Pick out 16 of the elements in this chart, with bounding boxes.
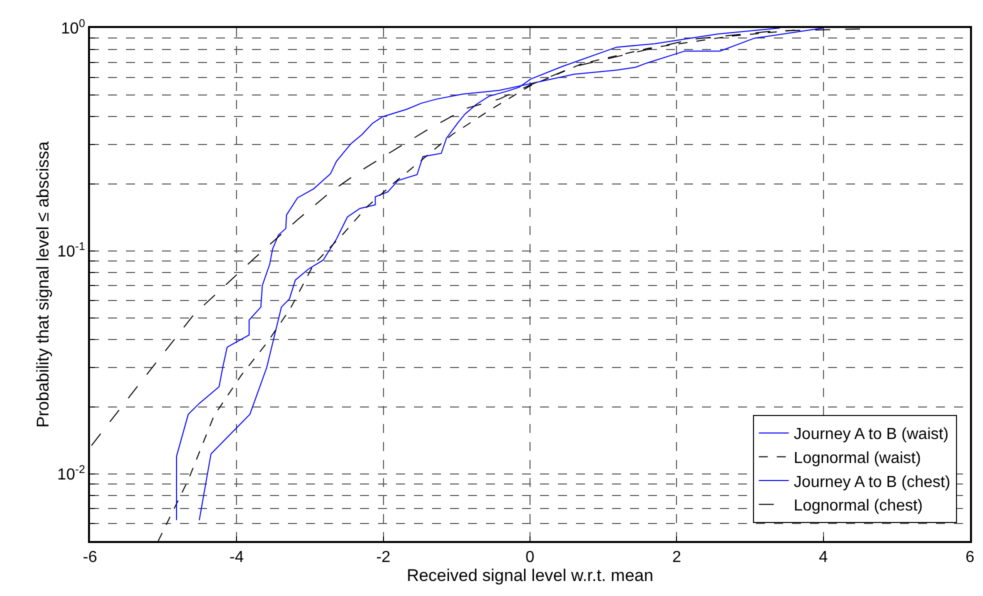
- x-tick-label: 2: [672, 548, 682, 566]
- y-tick-label: 10$^{-2}$: [57, 464, 86, 484]
- legend-label: Lognormal (chest): [794, 498, 923, 515]
- legend-label: Journey A to B (chest): [794, 474, 950, 491]
- x-tick-label: -4: [230, 548, 244, 566]
- x-tick-label: 4: [818, 548, 828, 566]
- legend-label: Journey A to B (waist): [794, 426, 949, 444]
- x-tick-label: 6: [966, 548, 975, 566]
- y-axis-title: Probability that signal level ≤ abscissa: [33, 140, 52, 428]
- x-tick-label: 0: [526, 548, 535, 566]
- y-tick-label: 10$^{-1}$: [57, 240, 86, 261]
- x-tick-label: -6: [82, 548, 98, 566]
- legend-label: Lognormal (waist): [794, 450, 921, 467]
- x-axis-title: Received signal level w.r.t. mean: [406, 566, 654, 585]
- y-tick-label: 10$^{0}$: [61, 18, 86, 38]
- x-tick-label: -2: [376, 548, 391, 566]
